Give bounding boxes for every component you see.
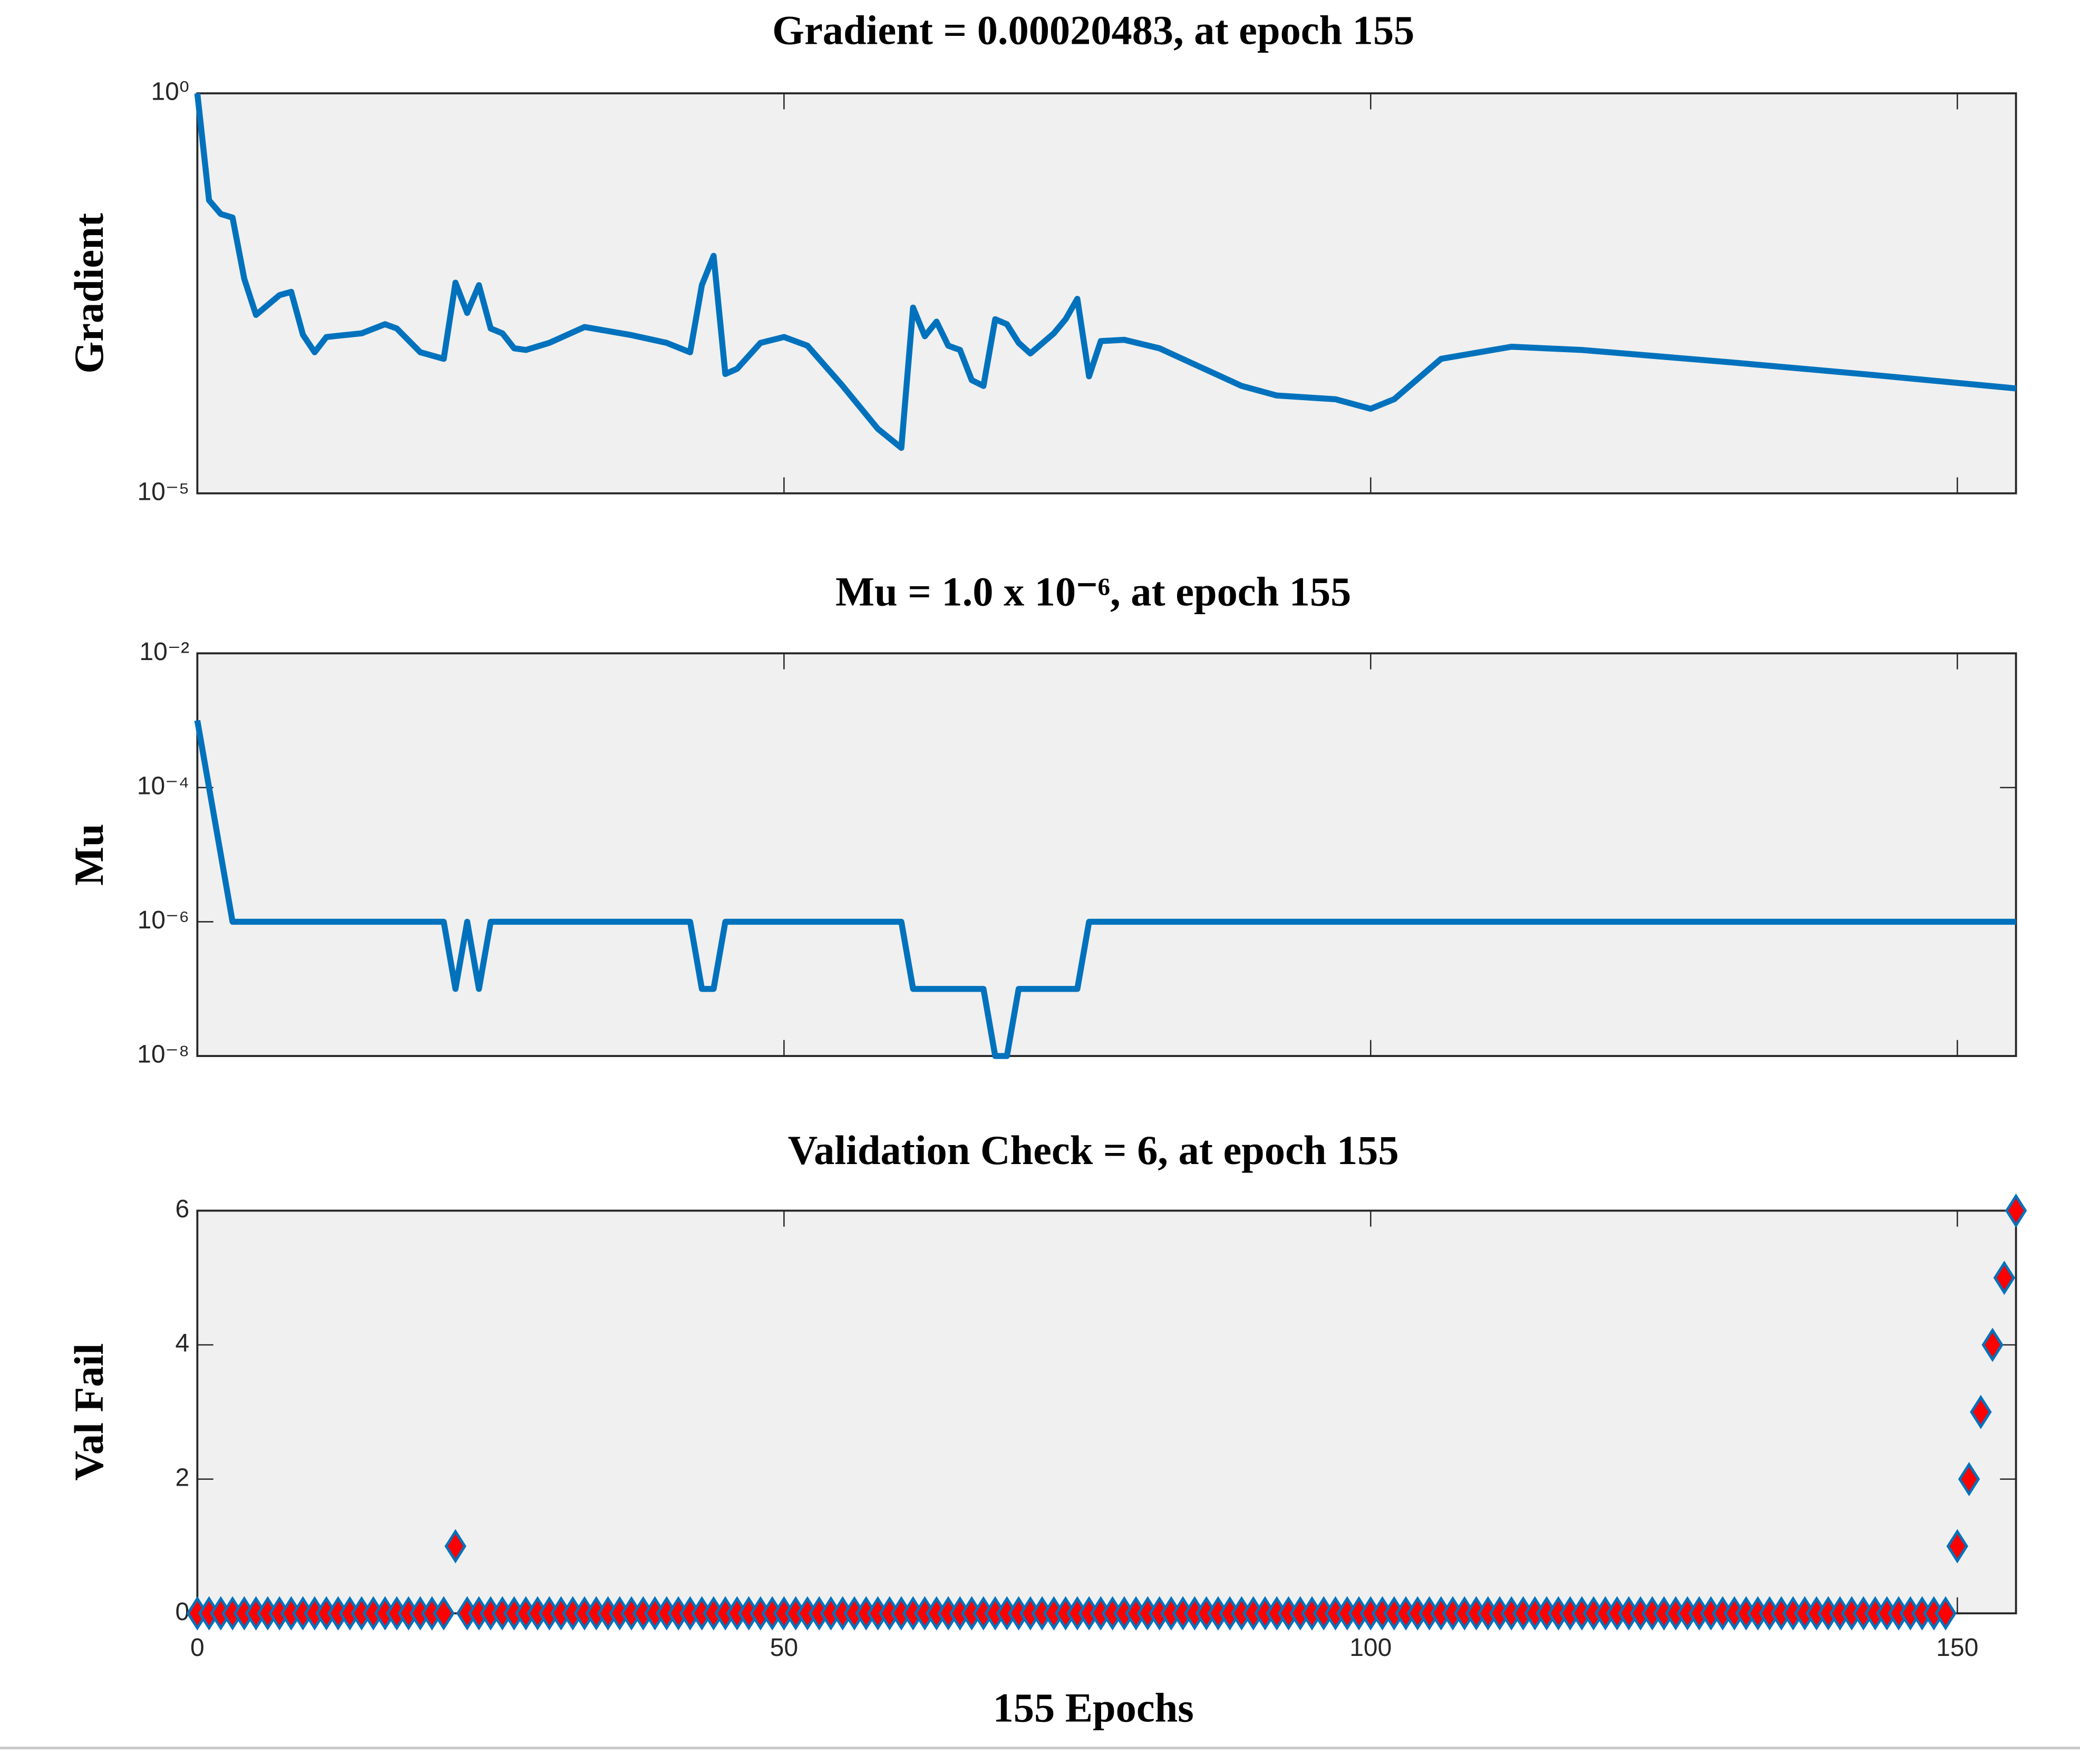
y-tick-label: 0 (175, 1598, 189, 1626)
y-axis-label: Gradient (66, 213, 112, 374)
x-tick-label: 150 (1936, 1634, 1978, 1662)
y-tick-label: 10⁻² (139, 638, 189, 666)
y-tick-label: 6 (175, 1195, 189, 1223)
y-tick-label: 10⁻⁶ (138, 906, 190, 934)
y-tick-label: 10⁻⁸ (137, 1041, 189, 1069)
plot-area (197, 93, 2016, 493)
data-line (194, 93, 2017, 451)
y-axis-label: Val Fail (66, 1343, 112, 1481)
axes-box (196, 652, 2017, 1057)
y-tick-label: 10⁻⁵ (137, 478, 189, 506)
plot-area (197, 1210, 2016, 1614)
plot-area (197, 653, 2016, 1057)
chart-title: Gradient = 0.00020483, at epoch 155 (772, 7, 1414, 53)
y-tick-label: 10⁻⁴ (137, 772, 189, 800)
data-point (1958, 1462, 1980, 1497)
data-point (1970, 1394, 1992, 1429)
data-point (1935, 1596, 1957, 1631)
y-tick-label: 4 (175, 1330, 189, 1358)
data-point (1946, 1529, 1968, 1564)
x-axis-label: 155 Epochs (993, 1684, 1194, 1730)
chart-title: Mu = 1.0 x 10⁻⁶, at epoch 155 (835, 568, 1351, 614)
x-tick-label: 100 (1349, 1634, 1392, 1662)
y-tick-label: 2 (175, 1463, 189, 1491)
data-point (1993, 1261, 2016, 1295)
data-point (433, 1596, 455, 1631)
data-point (2005, 1193, 2027, 1228)
data-point (444, 1529, 466, 1564)
axes-box (196, 92, 2017, 495)
y-axis-label: Mu (66, 823, 112, 886)
data-line (194, 720, 2016, 1059)
chart-title: Validation Check = 6, at epoch 155 (788, 1127, 1399, 1173)
x-tick-label: 50 (770, 1634, 798, 1662)
data-point (1981, 1327, 2004, 1362)
x-tick-label: 0 (190, 1634, 205, 1662)
y-tick-label: 10⁰ (151, 78, 189, 106)
